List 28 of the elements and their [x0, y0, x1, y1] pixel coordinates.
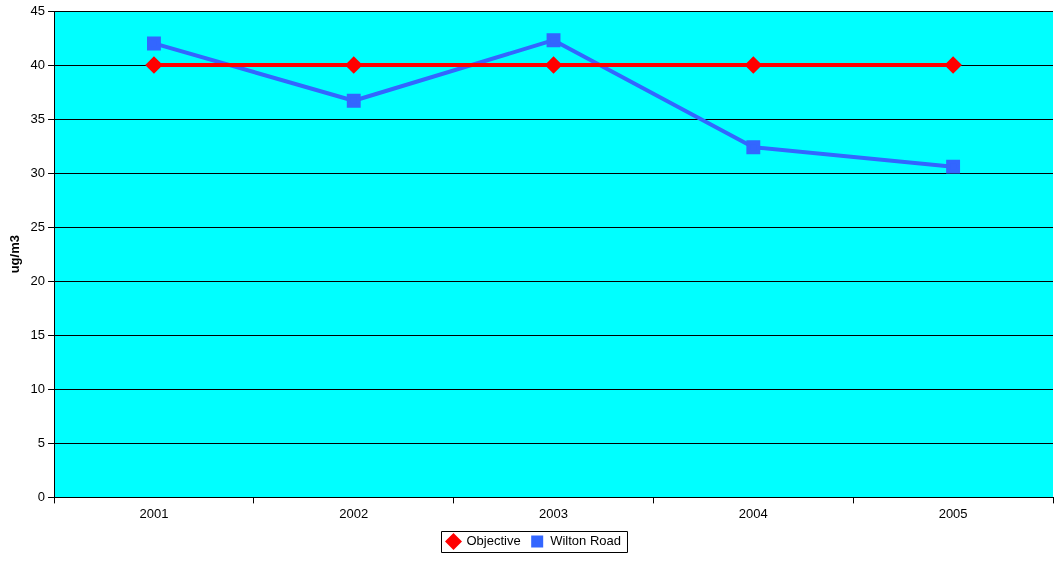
- point: [745, 57, 762, 74]
- y-tick-label: 30: [30, 164, 46, 180]
- y-tick-label: 25: [30, 218, 46, 234]
- point: [345, 57, 362, 74]
- y-axis-title: ug/m3: [7, 235, 23, 274]
- y-tick-label: 0: [37, 488, 46, 504]
- y-tick-label: 15: [30, 326, 46, 342]
- legend-label: Wilton Road: [550, 533, 621, 549]
- point: [346, 93, 361, 108]
- y-tick-label: 5: [37, 434, 46, 450]
- x-tick-label: 2004: [738, 505, 768, 521]
- point: [145, 57, 162, 74]
- point: [945, 57, 962, 74]
- point: [147, 36, 161, 51]
- y-tick-label: 10: [30, 380, 46, 396]
- x-tick-label: 2003: [539, 505, 568, 521]
- y-tick-label: 45: [30, 2, 46, 18]
- y-tick-label: 20: [30, 272, 46, 288]
- x-tick-label: 2001: [139, 505, 169, 521]
- point: [746, 140, 761, 155]
- point: [546, 33, 561, 48]
- legend-label: Objective: [466, 533, 521, 549]
- x-tick-label: 2005: [938, 505, 968, 521]
- x-tick-label: 2002: [339, 505, 369, 521]
- point: [545, 57, 562, 74]
- point: [946, 159, 961, 174]
- y-tick-label: 35: [30, 110, 46, 126]
- y-tick-label: 40: [30, 56, 46, 72]
